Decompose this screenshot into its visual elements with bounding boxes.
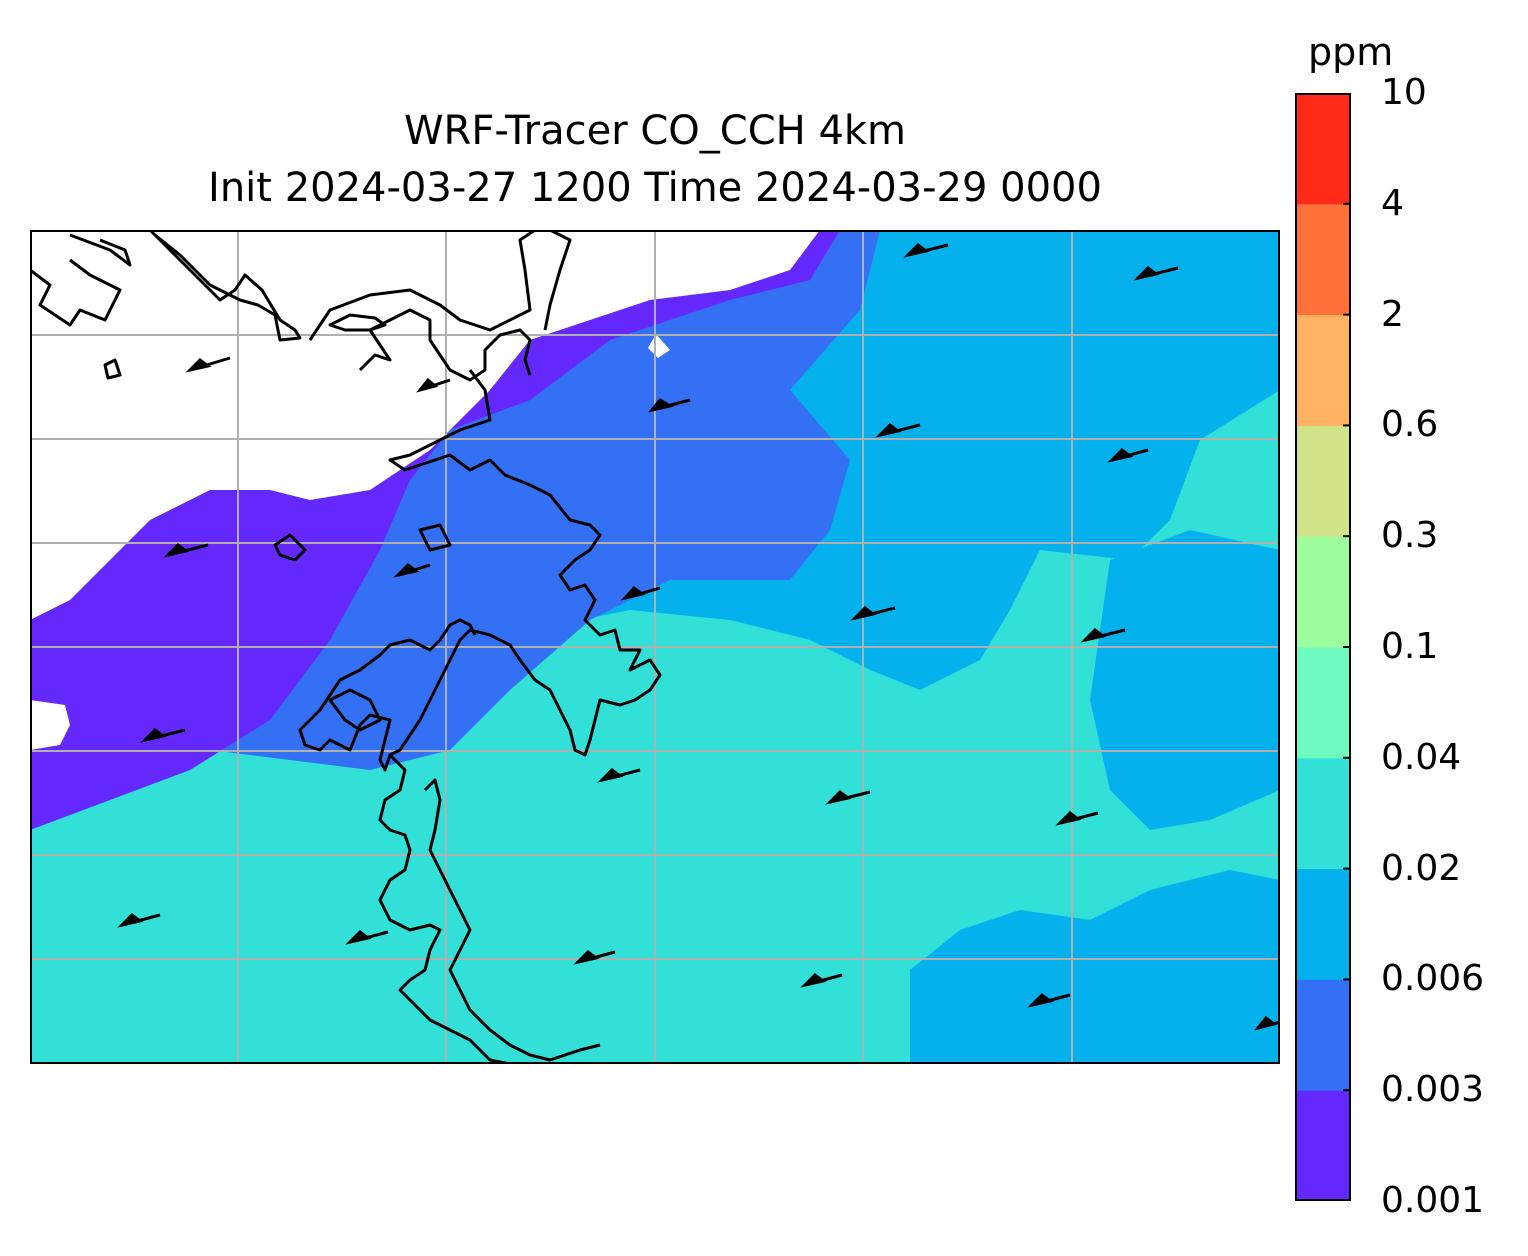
colorbar-swatch-7 <box>1295 314 1351 426</box>
wind-barb-15 <box>825 790 871 805</box>
coastline-south-shore <box>378 753 601 1064</box>
wind-barb-9 <box>393 563 431 578</box>
wind-barb-8 <box>163 543 209 558</box>
map-frame <box>30 230 1280 1064</box>
wind-barb-7 <box>1107 448 1149 463</box>
wind-barb-13 <box>140 728 186 743</box>
no-data-region-small <box>648 334 670 358</box>
colorbar-swatch-0 <box>1295 1090 1351 1201</box>
colorbar-swatch-8 <box>1295 203 1351 316</box>
colorbar-tick-label: 0.6 <box>1381 404 1439 446</box>
wind-barb-19 <box>573 950 616 965</box>
wind-barb-17 <box>117 913 161 928</box>
colorbar-swatch-9 <box>1295 93 1351 205</box>
colorbar-tick-label: 0.3 <box>1381 515 1439 557</box>
contour-band-0.02-0.04-southwest <box>760 1020 880 1064</box>
colorbar-swatch-6 <box>1295 425 1351 537</box>
wind-barb-12 <box>1080 628 1126 643</box>
colorbar-swatch-3 <box>1295 757 1351 870</box>
wind-barb-18 <box>345 930 389 945</box>
coastline-island-mid-2 <box>328 688 382 732</box>
coastline-island-north-1 <box>328 313 387 332</box>
coastlines <box>30 230 662 1064</box>
wind-barb-1 <box>185 356 231 373</box>
colorbar-tick-label: 0.04 <box>1381 736 1462 778</box>
coastline-north-peninsula <box>358 308 532 382</box>
map-subtitle: Init 2024-03-27 1200 Time 2024-03-29 000… <box>208 165 1102 211</box>
colorbar-swatch-4 <box>1295 647 1351 759</box>
colorbar-tick-label: 0.003 <box>1381 1069 1485 1111</box>
map-panel <box>30 230 1280 1064</box>
wind-barb-20 <box>800 973 843 988</box>
colorbar-tick-label: 0.006 <box>1381 958 1485 1000</box>
colorbar <box>1295 93 1351 1201</box>
colorbar-tick-label: 4 <box>1381 182 1404 224</box>
wind-barbs <box>117 243 1280 1031</box>
colorbar-tick-label: 0.001 <box>1381 1180 1485 1221</box>
wind-barb-21 <box>1027 993 1071 1008</box>
colorbar-swatch-5 <box>1295 536 1351 648</box>
wind-barb-16 <box>1055 811 1099 826</box>
wind-barb-11 <box>850 606 896 621</box>
coastline-island-north-2 <box>103 358 122 380</box>
colorbar-tick-label: 0.1 <box>1381 626 1439 667</box>
wind-barb-5 <box>903 243 949 258</box>
coastline-north-mainland <box>30 230 302 342</box>
contour-band-0.006-0.02-east <box>1090 530 1280 830</box>
map-title: WRF-Tracer CO_CCH 4km <box>403 108 907 154</box>
wind-barb-14 <box>597 768 641 783</box>
colorbar-tick-label: 2 <box>1381 293 1404 335</box>
colorbar-tick-label: 10 <box>1381 72 1427 113</box>
coastline-main-shore <box>298 369 662 772</box>
wind-barb-4 <box>875 423 921 438</box>
no-data-region-west <box>30 700 70 750</box>
coastline-north-inlet <box>308 230 572 341</box>
wind-barb-22 <box>1254 1015 1280 1031</box>
wind-barb-6 <box>1133 266 1179 281</box>
wind-barb-2 <box>415 377 451 393</box>
gridlines <box>30 230 1280 1064</box>
wind-barb-10 <box>620 585 661 601</box>
no-data-region-northwest <box>30 230 820 620</box>
colorbar-swatch-2 <box>1295 868 1351 980</box>
wind-barb-3 <box>648 398 691 413</box>
coastline-island-mid-1 <box>273 533 307 562</box>
contour-band-0.006-0.02-southeast <box>910 870 1280 1064</box>
coastline-island-mid-3 <box>418 523 452 552</box>
colorbar-tick-label: 0.02 <box>1381 847 1462 889</box>
colorbar-swatch-1 <box>1295 979 1351 1091</box>
colorbar-unit-label: ppm <box>1308 30 1394 74</box>
